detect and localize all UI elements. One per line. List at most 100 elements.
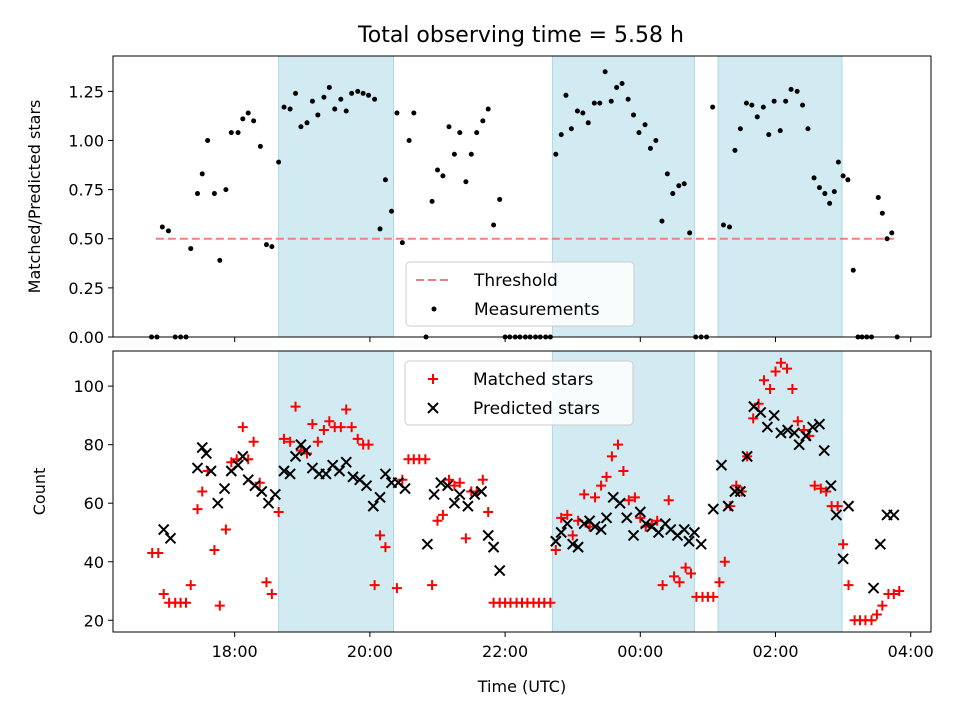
matched-marker [158, 588, 169, 599]
measurement-point [777, 128, 783, 134]
predicted-marker [205, 465, 217, 477]
matched-marker [266, 588, 277, 599]
predicted-marker [196, 441, 208, 454]
measurement-point [563, 92, 569, 98]
measurement-point [614, 84, 620, 90]
legend: Threshold Measurements [405, 261, 635, 327]
predicted-marker [164, 532, 177, 545]
measurement-point [743, 100, 749, 106]
legend-label: Measurements [474, 300, 600, 320]
predicted-marker [421, 538, 434, 550]
measurement-point [199, 171, 205, 177]
matched-marker [279, 433, 290, 444]
matched-marker [335, 422, 346, 433]
predicted-marker [678, 523, 690, 536]
matched-marker [657, 580, 668, 591]
predicted-marker [600, 512, 613, 524]
measurement-point [326, 84, 332, 90]
measurement-point [338, 96, 344, 102]
matched-marker [601, 471, 612, 482]
predicted-marker [722, 500, 734, 512]
measurement-point [217, 257, 223, 263]
matched-marker [285, 436, 296, 447]
shaded-interval [278, 55, 395, 338]
measurement-point [794, 88, 800, 94]
measurement-point [211, 191, 217, 197]
y-tick-label: 60 [84, 494, 104, 513]
y-tick-label: 0.75 [68, 181, 104, 200]
matched-marker [686, 568, 697, 579]
y-tick-label: 1.25 [68, 82, 104, 101]
predicted-marker [652, 526, 665, 539]
measurement-point [463, 179, 469, 185]
measurement-point [659, 218, 665, 224]
predicted-marker [830, 509, 843, 521]
predicted-marker [435, 477, 447, 489]
measurement-point [625, 96, 631, 102]
shaded-interval [278, 350, 395, 633]
measurement-point [558, 132, 564, 138]
predicted-marker [428, 488, 440, 501]
predicted-marker [374, 491, 386, 504]
y-axis-label: Count [30, 468, 49, 516]
measurement-point [720, 222, 726, 228]
matched-marker [562, 509, 573, 520]
measurement-point [382, 177, 388, 183]
matched-marker [843, 580, 854, 591]
matched-marker [635, 512, 646, 523]
matched-marker [815, 483, 826, 494]
matched-marker [153, 547, 164, 558]
matched-marker [759, 375, 770, 386]
series-measurements [149, 69, 900, 340]
measurement-point [399, 240, 405, 246]
measurement-point [850, 267, 856, 273]
measurement-point [788, 86, 794, 92]
matched-marker [556, 512, 567, 523]
legend-box [404, 360, 634, 426]
measurement-point [251, 118, 257, 124]
predicted-marker [379, 468, 392, 480]
measurement-point [293, 90, 299, 96]
y-tick-label: 80 [84, 436, 104, 455]
matched-marker [708, 591, 719, 602]
measurement-point [653, 137, 659, 143]
matched-marker [871, 609, 882, 620]
measurement-point [269, 244, 275, 250]
predicted-marker [788, 427, 801, 439]
y-axis-label: Matched/Predicted stars [25, 100, 44, 294]
measurement-point [223, 187, 229, 193]
matched-marker [606, 451, 617, 462]
measurement-point [642, 122, 648, 128]
predicted-marker [775, 427, 787, 439]
predicted-marker [550, 535, 562, 547]
matched-marker [192, 504, 203, 515]
measurement-point [394, 110, 400, 116]
predicted-marker [269, 488, 281, 501]
measurement-point [619, 81, 625, 87]
matched-marker [483, 506, 494, 517]
predicted-marker [493, 564, 506, 577]
matched-marker [197, 486, 208, 497]
measurement-point [245, 110, 251, 116]
measurement-point [298, 124, 304, 130]
measurement-point [411, 110, 417, 116]
predicted-marker [566, 538, 579, 550]
predicted-marker [367, 500, 379, 512]
matched-marker [273, 506, 284, 517]
measurement-point [446, 124, 452, 130]
predicted-marker [278, 465, 290, 477]
measurement-point [670, 191, 676, 197]
measurement-point [800, 102, 806, 108]
matched-marker [427, 580, 438, 591]
predicted-marker [688, 526, 701, 539]
matched-marker [753, 398, 764, 409]
measurement-point [205, 137, 211, 143]
measurement-point [710, 104, 716, 110]
measurement-point [263, 242, 269, 248]
measurement-point [727, 224, 733, 230]
predicted-marker [595, 523, 607, 536]
matched-marker [380, 542, 391, 553]
measurement-point [811, 175, 817, 181]
matched-marker [765, 384, 776, 395]
